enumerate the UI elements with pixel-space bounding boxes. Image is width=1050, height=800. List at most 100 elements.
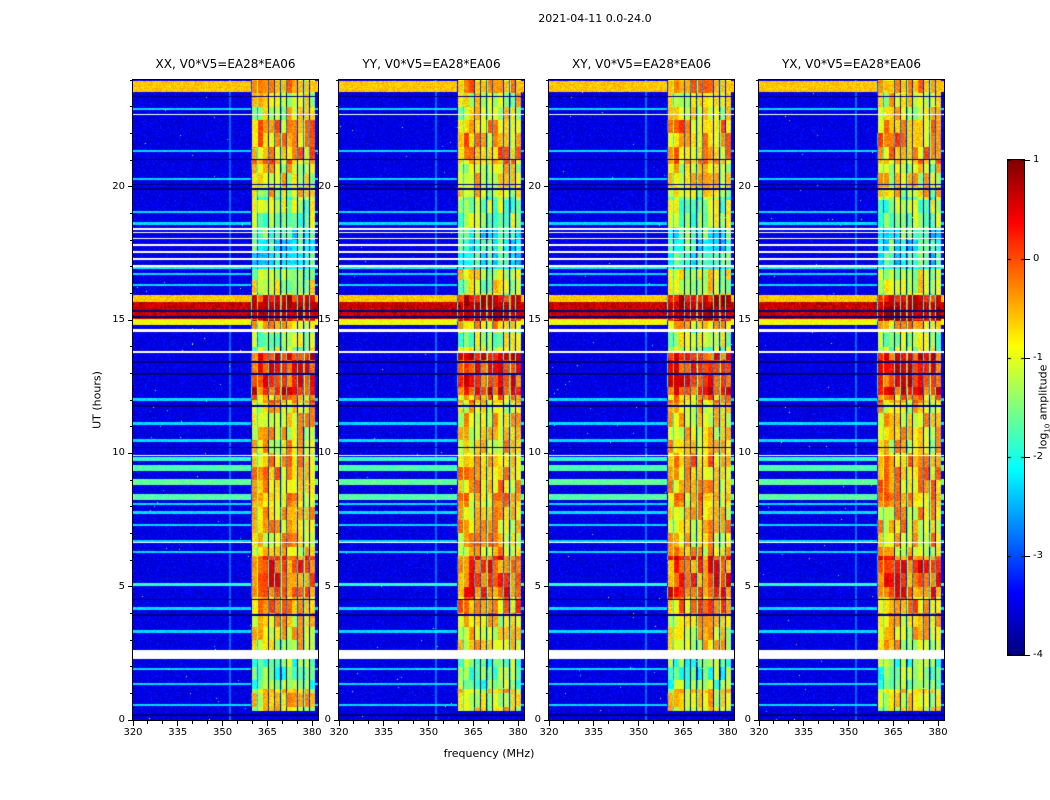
y-minor-tick (336, 132, 339, 134)
y-minor-tick (336, 346, 339, 348)
y-minor-tick (130, 346, 133, 348)
spectrogram-canvas-xx (132, 79, 319, 721)
y-minor-tick (756, 346, 759, 348)
y-minor-tick (336, 239, 339, 241)
y-minor-tick (130, 212, 133, 214)
x-minor-tick (818, 721, 820, 724)
y-tick (754, 319, 759, 321)
x-tick (266, 721, 268, 726)
spectrogram-canvas-yx (758, 79, 945, 721)
colorbar-tick-label: -3 (1033, 550, 1043, 561)
panel-title-xx: XX, V0*V5=EA28*EA06 (155, 57, 296, 71)
x-minor-tick (442, 721, 444, 724)
x-tick-label: 320 (749, 727, 769, 738)
x-minor-tick (236, 721, 238, 724)
y-tick-label: 0 (118, 714, 125, 725)
panel-title-yy: YY, V0*V5=EA28*EA06 (362, 57, 501, 71)
x-tick (548, 721, 550, 726)
colorbar-tick-label: -2 (1033, 451, 1043, 462)
x-minor-tick (862, 721, 864, 724)
x-minor-tick (652, 721, 654, 724)
y-tick (544, 452, 549, 454)
x-tick-label: 380 (302, 727, 322, 738)
colorbar-tick (1025, 555, 1030, 557)
x-tick-label: 365 (257, 727, 277, 738)
y-minor-tick (756, 266, 759, 268)
y-minor-tick (130, 399, 133, 401)
x-minor-tick (833, 721, 835, 724)
x-tick (338, 721, 340, 726)
colorbar-tick (1025, 357, 1030, 359)
x-tick-label: 320 (539, 727, 559, 738)
y-minor-tick (336, 79, 339, 81)
y-tick (128, 586, 133, 588)
x-tick-label: 365 (883, 727, 903, 738)
y-tick-label: 20 (318, 180, 331, 192)
y-tick (128, 452, 133, 454)
x-minor-tick (162, 721, 164, 724)
colorbar-tick-label: -1 (1033, 352, 1043, 363)
y-tick (754, 719, 759, 721)
x-tick (937, 721, 939, 726)
y-minor-tick (546, 159, 549, 161)
y-tick (334, 186, 339, 188)
x-tick-label: 350 (838, 727, 859, 738)
x-tick-label: 350 (212, 727, 233, 738)
colorbar-tick (1025, 654, 1030, 656)
y-tick-label: 20 (738, 180, 751, 192)
y-tick (334, 452, 339, 454)
x-minor-tick (147, 721, 149, 724)
x-minor-tick (207, 721, 209, 724)
x-tick-label: 335 (584, 727, 604, 738)
y-minor-tick (546, 559, 549, 561)
x-minor-tick (192, 721, 194, 724)
y-minor-tick (130, 239, 133, 241)
y-tick-label: 10 (738, 447, 751, 459)
y-tick-label: 0 (744, 714, 751, 725)
y-minor-tick (546, 372, 549, 374)
x-tick (848, 721, 850, 726)
x-tick (803, 721, 805, 726)
x-minor-tick (578, 721, 580, 724)
y-minor-tick (756, 106, 759, 108)
y-minor-tick (756, 612, 759, 614)
x-minor-tick (353, 721, 355, 724)
x-minor-tick (296, 721, 298, 724)
y-tick (544, 586, 549, 588)
x-tick-label: 335 (374, 727, 394, 738)
x-tick-label: 335 (794, 727, 814, 738)
x-minor-tick (922, 721, 924, 724)
x-minor-tick (623, 721, 625, 724)
y-tick-label: 15 (318, 314, 331, 325)
y-tick-label: 0 (324, 714, 331, 725)
y-tick-label: 15 (112, 314, 125, 325)
y-tick-label: 20 (112, 180, 125, 192)
y-minor-tick (130, 612, 133, 614)
y-minor-tick (336, 266, 339, 268)
y-minor-tick (546, 266, 549, 268)
y-minor-tick (756, 372, 759, 374)
x-minor-tick (788, 721, 790, 724)
y-tick-label: 5 (118, 580, 125, 592)
y-tick (754, 586, 759, 588)
y-tick-label: 10 (528, 447, 541, 459)
colorbar-label-log: log (1036, 432, 1050, 450)
y-minor-tick (756, 399, 759, 401)
y-tick-label: 5 (324, 580, 331, 592)
x-tick-label: 320 (329, 727, 349, 738)
y-minor-tick (546, 666, 549, 668)
x-minor-tick (877, 721, 879, 724)
y-minor-tick (756, 666, 759, 668)
x-tick (132, 721, 134, 726)
colorbar-canvas (1007, 159, 1025, 656)
y-tick-label: 10 (318, 447, 331, 459)
y-minor-tick (336, 639, 339, 641)
y-axis-label: UT (hours) (90, 371, 104, 429)
y-minor-tick (546, 426, 549, 428)
y-minor-tick (756, 559, 759, 561)
y-minor-tick (546, 106, 549, 108)
y-minor-tick (546, 399, 549, 401)
y-minor-tick (336, 106, 339, 108)
y-minor-tick (546, 132, 549, 134)
